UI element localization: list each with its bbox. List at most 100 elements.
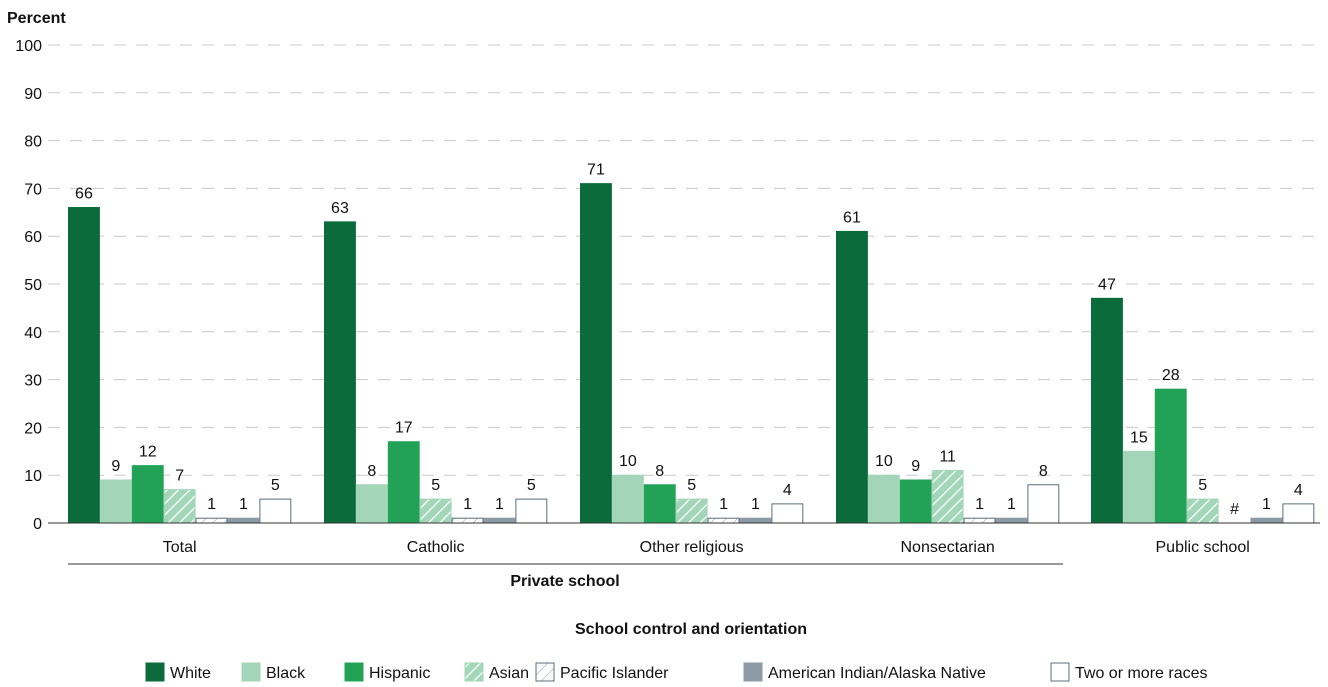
data-label: 1 xyxy=(1007,496,1016,513)
legend-swatch-pacific-islander xyxy=(535,662,555,682)
y-axis-title: Percent xyxy=(7,10,66,27)
bar-two-or-more-races-nonsectarian xyxy=(1027,484,1060,524)
legend: White Black Hispanic Asian Pacific Islander A… xyxy=(145,662,1207,682)
category-label-public-school: Public school xyxy=(1156,539,1250,556)
data-label: 61 xyxy=(843,209,861,226)
data-label: 47 xyxy=(1098,276,1116,293)
bar-asian-catholic xyxy=(419,498,452,524)
legend-label-hispanic: Hispanic xyxy=(369,665,430,682)
bar-pacific-islander-total xyxy=(195,517,228,524)
x-axis-title: School control and orientation xyxy=(575,621,807,638)
data-label: 4 xyxy=(783,482,792,499)
data-label: 10 xyxy=(619,453,637,470)
bar-hispanic-nonsectarian xyxy=(899,479,932,524)
legend-label-american-indian-alaska-native: American Indian/Alaska Native xyxy=(768,665,986,682)
bar-white-catholic xyxy=(324,221,356,524)
bar-two-or-more-races-catholic xyxy=(515,498,548,524)
bar-black-total xyxy=(99,479,132,524)
bar-black-other-religious xyxy=(611,474,644,524)
data-label: 66 xyxy=(75,186,93,203)
legend-swatch-black xyxy=(241,662,261,682)
data-label: 1 xyxy=(751,496,760,513)
y-tick-label: 100 xyxy=(15,38,42,55)
y-tick-label: 10 xyxy=(24,468,42,485)
data-label: 1 xyxy=(463,496,472,513)
bar-asian-public-school xyxy=(1186,498,1219,524)
data-label: 1 xyxy=(975,496,984,513)
data-label: 7 xyxy=(175,468,184,485)
data-label: 1 xyxy=(719,496,728,513)
data-label: 5 xyxy=(431,477,440,494)
category-labels: Total Catholic Other religious Nonsectarian… xyxy=(163,539,1250,556)
legend-swatch-hispanic xyxy=(344,662,364,682)
legend-label-black: Black xyxy=(266,665,306,682)
bar-two-or-more-races-other-religious xyxy=(771,503,804,524)
data-label: 1 xyxy=(207,496,216,513)
y-tick-label: 80 xyxy=(24,134,42,151)
legend-label-two-or-more-races: Two or more races xyxy=(1075,665,1207,682)
bar-american-indian-alaska-native-public-school xyxy=(1250,517,1283,524)
data-label: 5 xyxy=(1198,477,1207,494)
gridlines xyxy=(48,44,1320,476)
legend-swatch-asian xyxy=(464,662,484,682)
bar-american-indian-alaska-native-other-religious xyxy=(739,517,772,524)
data-label: 9 xyxy=(911,458,920,475)
bar-hispanic-public-school xyxy=(1154,388,1187,524)
bar-two-or-more-races-total xyxy=(259,498,292,524)
bar-white-public-school xyxy=(1091,297,1123,524)
bar-american-indian-alaska-native-total xyxy=(227,517,260,524)
bars xyxy=(68,183,1315,524)
data-label: 15 xyxy=(1130,429,1148,446)
category-label-nonsectarian: Nonsectarian xyxy=(901,539,995,556)
bar-pacific-islander-nonsectarian xyxy=(963,517,996,524)
data-label: # xyxy=(1230,501,1239,518)
data-label: 5 xyxy=(687,477,696,494)
data-label: 5 xyxy=(271,477,280,494)
data-label: 1 xyxy=(1262,496,1271,513)
bar-american-indian-alaska-native-catholic xyxy=(483,517,516,524)
data-label: 71 xyxy=(587,162,605,179)
category-label-other-religious: Other religious xyxy=(640,539,744,556)
y-tick-label: 70 xyxy=(24,181,42,198)
data-label: 4 xyxy=(1294,482,1303,499)
data-label: 8 xyxy=(655,463,664,480)
y-tick-label: 30 xyxy=(24,373,42,390)
y-tick-labels: 0 10 20 30 40 50 60 70 80 90 100 xyxy=(15,38,42,533)
y-tick-label: 90 xyxy=(24,86,42,103)
category-label-catholic: Catholic xyxy=(407,539,465,556)
data-label: 8 xyxy=(367,463,376,480)
bar-asian-nonsectarian xyxy=(931,469,964,524)
data-label: 1 xyxy=(495,496,504,513)
y-tick-label: 60 xyxy=(24,229,42,246)
legend-swatch-white xyxy=(145,662,165,682)
bar-pacific-islander-catholic xyxy=(451,517,484,524)
data-label: 9 xyxy=(111,458,120,475)
legend-label-asian: Asian xyxy=(489,665,529,682)
private-school-label: Private school xyxy=(510,573,619,590)
bar-two-or-more-races-public-school xyxy=(1282,503,1315,524)
y-tick-label: 0 xyxy=(33,516,42,533)
data-label: 11 xyxy=(939,448,956,465)
data-label: 1 xyxy=(239,496,248,513)
bar-white-nonsectarian xyxy=(836,230,868,524)
y-tick-label: 50 xyxy=(24,277,42,294)
bar-asian-other-religious xyxy=(675,498,708,524)
data-label: 12 xyxy=(139,444,157,461)
legend-label-white: White xyxy=(170,665,211,682)
legend-swatch-american-indian-alaska-native xyxy=(743,662,763,682)
bar-american-indian-alaska-native-nonsectarian xyxy=(995,517,1028,524)
bar-black-nonsectarian xyxy=(867,474,900,524)
data-label: 17 xyxy=(395,420,413,437)
bar-black-catholic xyxy=(355,484,388,524)
data-label: 10 xyxy=(875,453,893,470)
y-tick-label: 40 xyxy=(24,325,42,342)
bar-white-total xyxy=(68,207,100,524)
bar-hispanic-other-religious xyxy=(643,484,676,524)
data-label: 8 xyxy=(1039,463,1048,480)
data-label: 5 xyxy=(527,477,536,494)
bar-black-public-school xyxy=(1122,450,1155,524)
bar-white-other-religious xyxy=(580,183,612,524)
y-tick-label: 20 xyxy=(24,420,42,437)
